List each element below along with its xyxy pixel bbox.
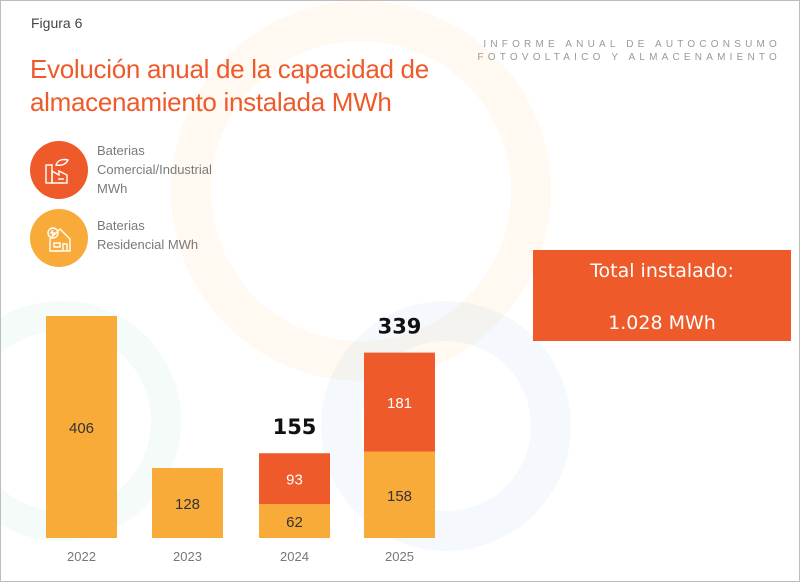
report-header: INFORME ANUAL DE AUTOCONSUMO FOTOVOLTAIC…: [477, 38, 781, 64]
report-header-line: INFORME ANUAL DE AUTOCONSUMO: [483, 39, 781, 50]
legend-label: Baterias Residencial MWh: [97, 218, 199, 252]
total-label: 339: [378, 315, 422, 339]
bar-segment: [46, 316, 117, 538]
report-header-line: FOTOVOLTAICO Y ALMACENAMIENTO: [477, 52, 781, 63]
legend-item-commercial: Baterias Comercial/Industrial MWh: [30, 141, 232, 199]
x-tick-label: 2022: [67, 549, 96, 564]
figure-label: Figura 6: [31, 15, 83, 31]
house-icon: [30, 209, 88, 267]
data-label: 181: [387, 395, 412, 412]
total-value: 1.028 MWh: [608, 312, 716, 334]
legend-item-residential: Baterias Residencial MWh: [30, 209, 209, 267]
chart-title: Evolución anual de la capacidad de almac…: [30, 54, 429, 117]
legend-label: Baterias Comercial/Industrial MWh: [97, 143, 212, 196]
data-label: 128: [175, 496, 200, 513]
data-label: 406: [69, 420, 94, 437]
x-tick-label: 2024: [280, 549, 309, 564]
data-label: 62: [286, 514, 303, 531]
data-label: 158: [387, 488, 412, 505]
bar-segment: [152, 468, 223, 538]
total-label: 155: [273, 415, 317, 439]
total-installed-box: Total instalado: 1.028 MWh: [533, 250, 791, 341]
x-tick-label: 2023: [173, 549, 202, 564]
factory-icon: [30, 141, 88, 199]
total-label: Total instalado:: [590, 260, 734, 282]
bar-segment: [364, 451, 435, 538]
x-tick-label: 2025: [385, 549, 414, 564]
bar-segment: [259, 504, 330, 538]
bar-segment: [259, 453, 330, 505]
data-label: 93: [286, 472, 303, 489]
bar-segment: [364, 352, 435, 452]
